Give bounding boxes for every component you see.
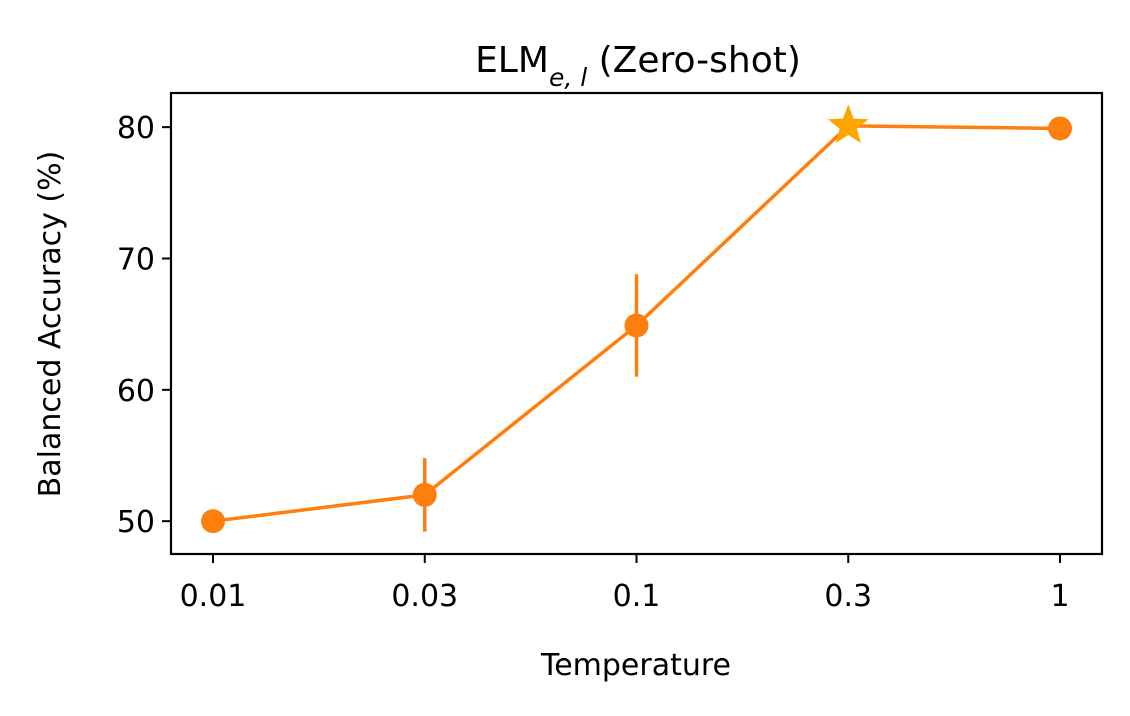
plot-frame: [169, 91, 1104, 556]
data-point: [412, 482, 437, 507]
x-tick-label: 1: [1050, 579, 1069, 614]
x-tick-label: 0.3: [824, 579, 872, 614]
x-tick-label: 0.01: [180, 579, 247, 614]
chart-title-base: ELM: [475, 40, 549, 81]
x-tick-label: 0.03: [391, 579, 458, 614]
plot-marks: [201, 104, 1072, 534]
y-tick-label: 50: [117, 505, 155, 540]
best-point-star: [827, 104, 869, 144]
y-tick-label: 80: [117, 111, 155, 146]
x-axis-label: Temperature: [540, 648, 731, 683]
y-tick-label: 70: [117, 242, 155, 277]
chart-title-subscript: e, l: [549, 63, 587, 92]
chart-title: ELMe, l (Zero-shot): [475, 40, 801, 92]
axes: 0.01 0.03 0.1 0.3 1 50 60 70 80: [117, 111, 1070, 614]
y-tick-label: 60: [117, 374, 155, 409]
x-tick-label: 0.1: [613, 579, 661, 614]
data-point: [1048, 116, 1072, 141]
data-point: [624, 313, 649, 338]
chart-title-suffix: (Zero-shot): [587, 40, 801, 81]
y-axis-label: Balanced Accuracy (%): [33, 151, 68, 498]
data-point: [201, 509, 225, 534]
